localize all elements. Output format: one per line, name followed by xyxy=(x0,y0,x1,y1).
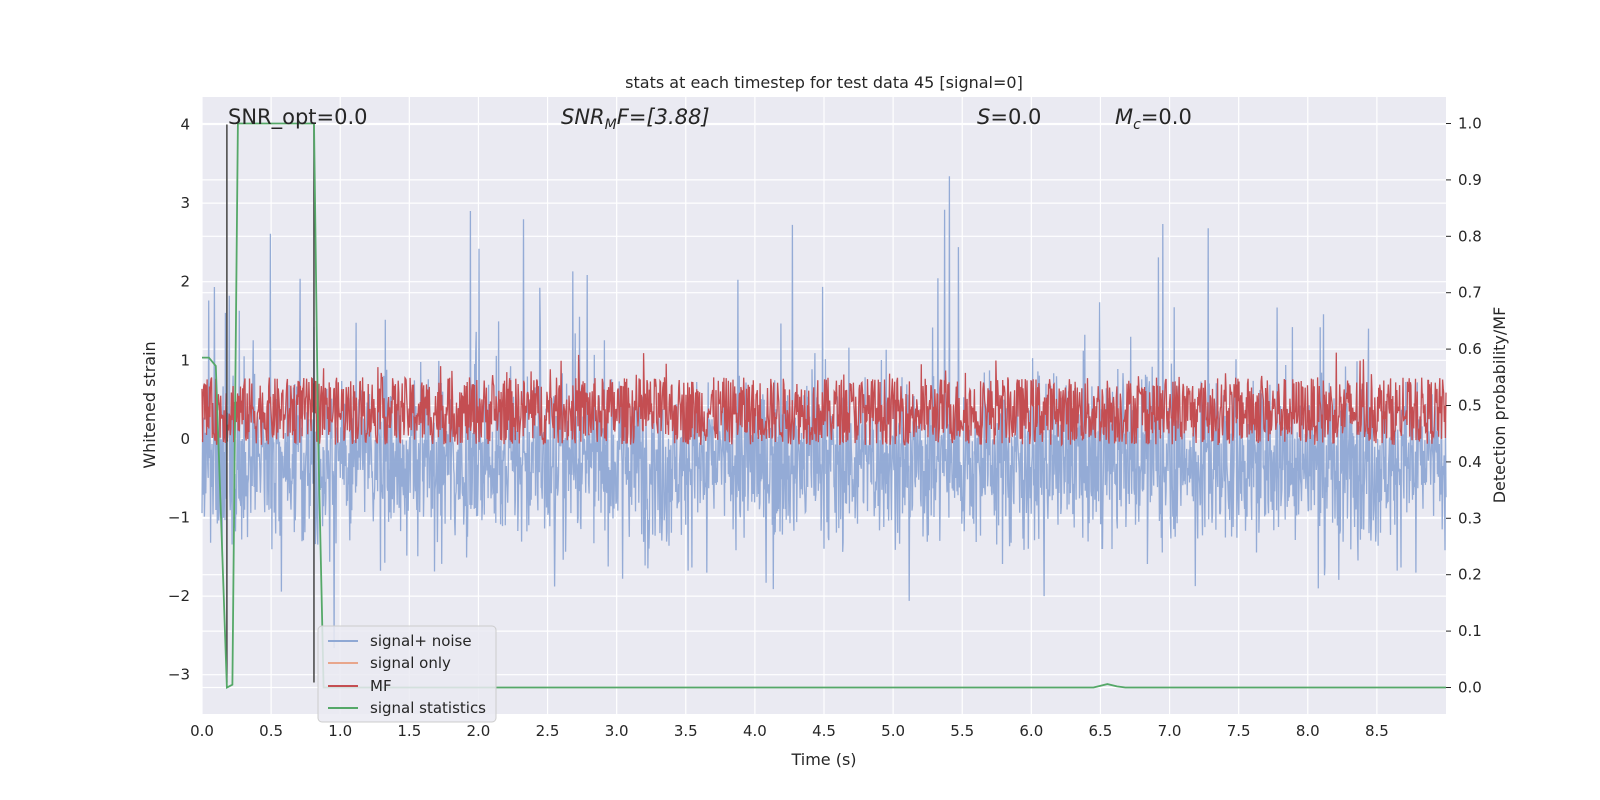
right-y-axis-ticks: 0.0 0.1 0.2 0.3 0.4 0.5 0.6 0.7 0.8 0.9 1.0 xyxy=(1446,115,1482,696)
left-y-tick-label: 3 xyxy=(180,194,190,212)
right-y-tick-label: 0.2 xyxy=(1458,566,1482,584)
x-tick-label: 1.5 xyxy=(397,722,421,740)
x-tick-label: 5.0 xyxy=(881,722,905,740)
legend: signal+ noise signal only MF signal stat… xyxy=(317,625,497,723)
mc-rest: =0.0 xyxy=(1141,105,1192,129)
x-tick-label: 8.0 xyxy=(1296,722,1320,740)
x-tick-label: 0.5 xyxy=(259,722,283,740)
legend-box xyxy=(317,625,497,723)
x-tick-label: 5.5 xyxy=(950,722,974,740)
left-y-tick-label: 2 xyxy=(180,273,190,291)
x-tick-label: 4.5 xyxy=(812,722,836,740)
right-y-tick-label: 0.8 xyxy=(1458,227,1482,245)
signal-statistics-series xyxy=(202,122,1446,689)
legend-label-mf: MF xyxy=(370,677,392,695)
snr-mf-annotation: SNRMF=[3.88] xyxy=(561,105,710,133)
mc-main: M xyxy=(1115,105,1133,129)
x-axis-ticks: 0.0 0.5 1.0 1.5 2.0 2.5 3.0 3.5 4.0 4.5 5.0 5.5 6.0 6… xyxy=(190,722,1389,740)
legend-label-signal-only: signal only xyxy=(370,654,451,672)
x-tick-label: 4.0 xyxy=(743,722,767,740)
s-rest: =0.0 xyxy=(990,105,1041,129)
left-y-tick-label: 4 xyxy=(180,116,190,134)
right-y-axis-label: Detection probability/MF xyxy=(1490,307,1509,504)
snr-mf-main: SNR xyxy=(561,105,605,129)
x-tick-label: 3.0 xyxy=(605,722,629,740)
left-y-tick-label: −1 xyxy=(168,509,190,527)
left-y-tick-label: −2 xyxy=(168,587,190,605)
mf-series xyxy=(201,352,1447,447)
x-tick-label: 3.5 xyxy=(674,722,698,740)
x-tick-label: 2.5 xyxy=(536,722,560,740)
signal-plus-noise-line xyxy=(201,176,1447,649)
left-y-tick-label: 0 xyxy=(180,430,190,448)
x-tick-label: 0.0 xyxy=(190,722,214,740)
left-y-axis-ticks: −3 −2 −1 0 1 2 3 4 xyxy=(168,116,190,684)
s-main: S xyxy=(977,105,990,129)
right-y-tick-label: 0.9 xyxy=(1458,171,1482,189)
x-tick-label: 6.0 xyxy=(1019,722,1043,740)
s-annotation: S=0.0 xyxy=(977,105,1041,129)
legend-label-signal-statistics: signal statistics xyxy=(370,699,486,717)
right-y-tick-label: 0.6 xyxy=(1458,340,1482,358)
left-y-tick-label: −3 xyxy=(168,666,190,684)
x-tick-label: 6.5 xyxy=(1089,722,1113,740)
x-tick-label: 1.0 xyxy=(328,722,352,740)
x-tick-label: 7.5 xyxy=(1227,722,1251,740)
signal-statistics-line xyxy=(202,122,1446,689)
x-tick-label: 8.5 xyxy=(1365,722,1389,740)
left-y-axis-label: Whitened strain xyxy=(140,341,159,468)
x-axis-label: Time (s) xyxy=(790,750,856,769)
vertical-markers xyxy=(226,124,315,683)
mf-line xyxy=(201,352,1447,447)
snr-mf-rest: F=[3.88] xyxy=(617,105,710,129)
x-tick-label: 2.0 xyxy=(467,722,491,740)
right-y-tick-label: 0.0 xyxy=(1458,678,1482,696)
mc-subscript: c xyxy=(1133,117,1141,133)
right-y-tick-label: 0.5 xyxy=(1458,397,1482,415)
snr-opt-annotation: SNR_opt=0.0 xyxy=(228,105,368,130)
chart-title: stats at each timestep for test data 45 … xyxy=(625,73,1023,92)
left-y-tick-label: 1 xyxy=(180,351,190,369)
mc-annotation: Mc=0.0 xyxy=(1115,105,1192,133)
right-y-tick-label: 0.3 xyxy=(1458,509,1482,527)
right-y-tick-label: 0.7 xyxy=(1458,284,1482,302)
snr-mf-subscript: M xyxy=(605,117,617,133)
x-tick-label: 7.0 xyxy=(1158,722,1182,740)
legend-label-signal-noise: signal+ noise xyxy=(370,632,472,650)
right-y-tick-label: 1.0 xyxy=(1458,115,1482,133)
signal-plus-noise-series xyxy=(201,176,1447,649)
right-y-tick-label: 0.1 xyxy=(1458,622,1482,640)
right-y-tick-label: 0.4 xyxy=(1458,453,1482,471)
